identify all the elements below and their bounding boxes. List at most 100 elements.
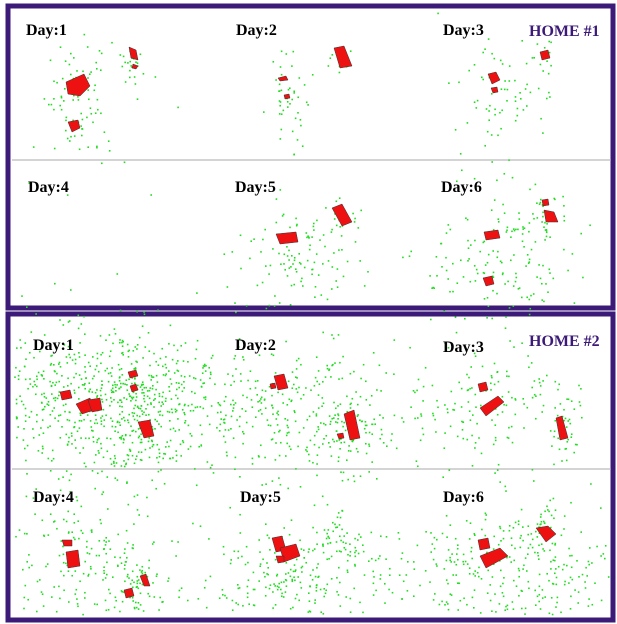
trajectory-point (322, 381, 324, 383)
trajectory-point (73, 513, 75, 515)
trajectory-point (375, 589, 377, 592)
trajectory-point (235, 602, 237, 604)
trajectory-point (474, 239, 476, 242)
trajectory-point (491, 275, 494, 278)
trajectory-point (126, 575, 129, 578)
trajectory-point (357, 451, 359, 453)
trajectory-point (452, 262, 454, 265)
trajectory-point (125, 433, 127, 436)
trajectory-point (551, 542, 554, 545)
trajectory-point (499, 585, 502, 588)
trajectory-point (239, 513, 241, 516)
trajectory-point (78, 352, 80, 354)
trajectory-point (503, 403, 505, 406)
trajectory-point (41, 393, 43, 396)
trajectory-point (176, 388, 178, 391)
trajectory-point (156, 457, 158, 459)
trajectory-point (488, 110, 490, 112)
trajectory-point (120, 562, 123, 564)
trajectory-point (507, 391, 510, 393)
trajectory-point (506, 375, 508, 377)
trajectory-point (152, 385, 154, 387)
trajectory-point (137, 451, 140, 453)
trajectory-point (290, 519, 293, 521)
trajectory-point (242, 605, 244, 607)
trajectory-point (336, 440, 338, 442)
trajectory-point (528, 261, 531, 263)
trajectory-point (355, 549, 357, 552)
trajectory-point (540, 198, 542, 201)
trajectory-point (118, 387, 121, 390)
trajectory-point (100, 394, 102, 397)
trajectory-point (27, 387, 29, 390)
trajectory-point (527, 262, 530, 264)
trajectory-point (316, 543, 318, 545)
trajectory-point (227, 429, 230, 431)
trajectory-point (437, 406, 439, 409)
trajectory-point (96, 396, 98, 398)
trajectory-point (332, 438, 334, 441)
trajectory-point (280, 89, 283, 92)
trajectory-point (518, 595, 520, 597)
trajectory-point (364, 421, 367, 423)
trajectory-point (49, 59, 52, 62)
trajectory-point (285, 579, 288, 582)
trajectory-point (500, 569, 502, 572)
trajectory-point (41, 452, 43, 454)
trajectory-point (122, 354, 124, 356)
trajectory-point (290, 399, 293, 402)
trajectory-point (107, 609, 110, 611)
trajectory-point (283, 527, 285, 529)
trajectory-point (281, 215, 284, 217)
trajectory-point (342, 275, 345, 278)
trajectory-point (570, 400, 573, 402)
trajectory-point (363, 427, 366, 430)
trajectory-point (78, 398, 80, 400)
trajectory-point (124, 580, 126, 583)
trajectory-point (165, 446, 167, 448)
trajectory-point (206, 461, 209, 463)
trajectory-point (297, 96, 299, 99)
trajectory-point (525, 265, 527, 267)
trajectory-point (526, 296, 528, 299)
trajectory-point (337, 456, 340, 459)
trajectory-point (107, 508, 109, 510)
trajectory-point (324, 245, 326, 248)
trajectory-point (541, 589, 544, 591)
trajectory-point (316, 219, 318, 222)
trajectory-point (504, 485, 507, 488)
trajectory-point (589, 547, 591, 549)
trajectory-point (309, 439, 312, 442)
trajectory-point (286, 404, 289, 406)
trajectory-point (45, 565, 47, 568)
trajectory-point (53, 80, 55, 83)
trajectory-point (64, 88, 66, 90)
trajectory-point (481, 365, 484, 368)
trajectory-point (550, 568, 552, 570)
trajectory-point (245, 421, 248, 424)
trajectory-point (297, 576, 299, 578)
trajectory-point (571, 578, 574, 581)
trajectory-point (118, 437, 121, 439)
trajectory-point (519, 92, 521, 94)
trajectory-point (393, 373, 395, 375)
trajectory-point (184, 413, 186, 416)
trajectory-point (288, 267, 291, 269)
trajectory-point (485, 390, 487, 392)
trajectory-point (157, 364, 160, 366)
trajectory-point (89, 73, 91, 75)
trajectory-point (275, 442, 277, 444)
trajectory-point (349, 555, 351, 557)
trajectory-point (135, 392, 137, 395)
trajectory-point (113, 444, 116, 446)
trajectory-point (96, 357, 99, 360)
cluster-region (490, 86, 499, 94)
trajectory-point (51, 449, 54, 452)
trajectory-point (141, 572, 144, 575)
trajectory-point (289, 607, 292, 610)
trajectory-point (417, 465, 419, 468)
trajectory-point (367, 271, 369, 273)
trajectory-point (109, 404, 111, 407)
trajectory-point (565, 447, 567, 450)
trajectory-point (167, 577, 170, 580)
